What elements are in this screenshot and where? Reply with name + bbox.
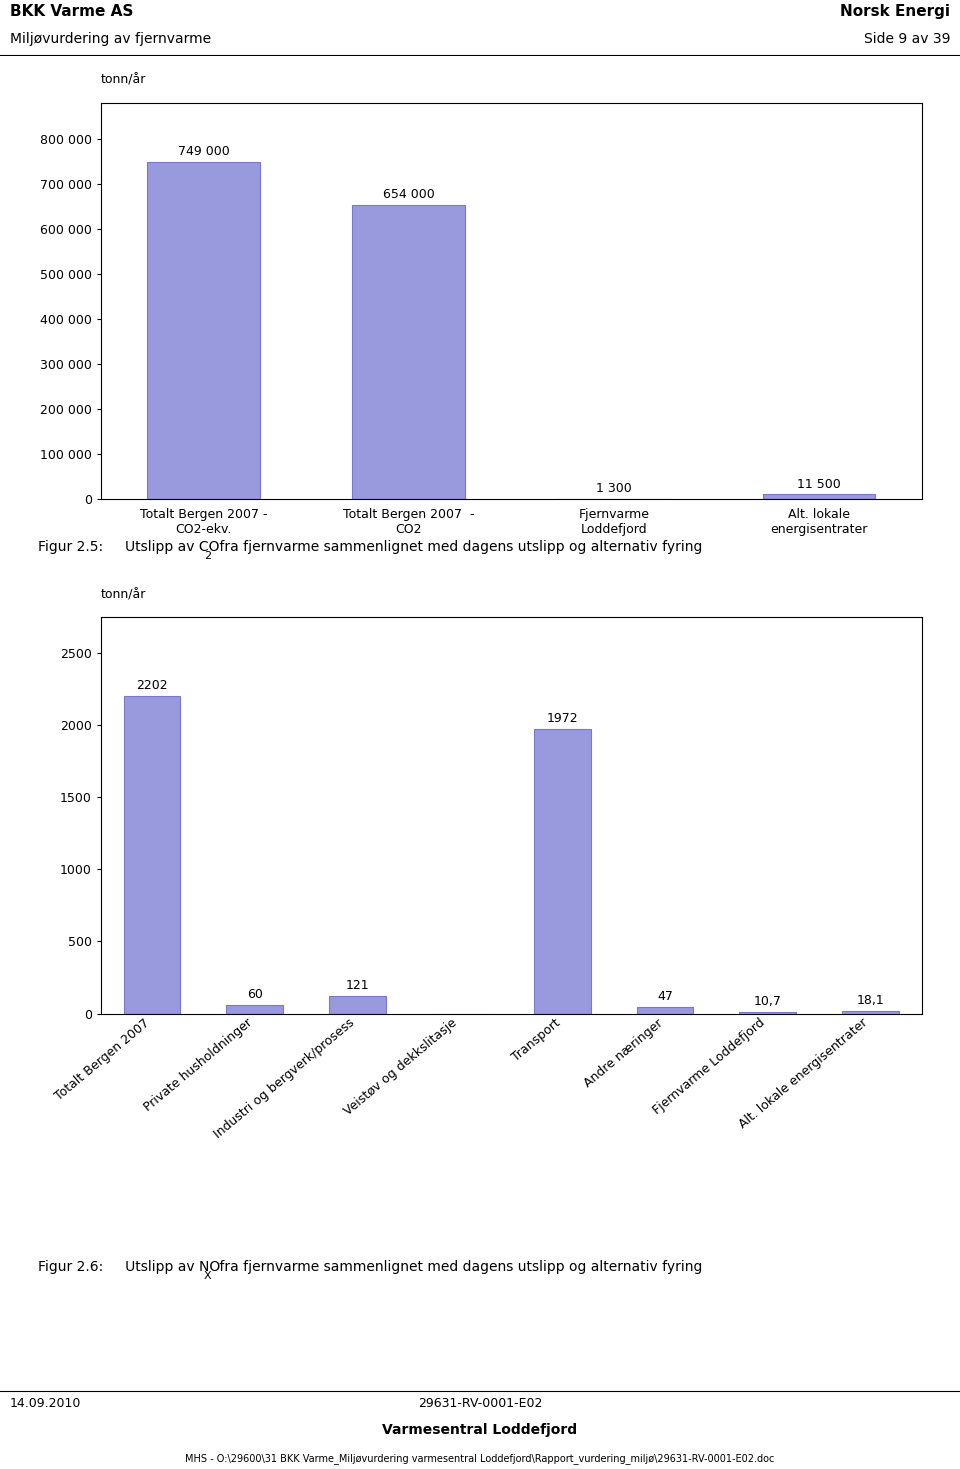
Text: 47: 47	[658, 990, 673, 1002]
Bar	[762, 494, 876, 499]
Text: BKK Varme AS: BKK Varme AS	[10, 4, 133, 19]
Text: tonn/år: tonn/år	[101, 73, 146, 87]
Text: 11 500: 11 500	[797, 477, 841, 491]
Text: 10,7: 10,7	[754, 995, 781, 1008]
Text: fra fjernvarme sammenlignet med dagens utslipp og alternativ fyring: fra fjernvarme sammenlignet med dagens u…	[215, 1260, 703, 1274]
Text: Figur 2.5:     Utslipp av CO: Figur 2.5: Utslipp av CO	[38, 541, 220, 554]
Bar	[535, 729, 590, 1014]
Text: Miljøvurdering av fjernvarme: Miljøvurdering av fjernvarme	[10, 32, 211, 47]
Text: 654 000: 654 000	[383, 188, 435, 201]
Bar	[124, 696, 180, 1014]
Text: 14.09.2010: 14.09.2010	[10, 1397, 81, 1410]
Bar	[636, 1006, 693, 1014]
Text: Varmesentral Loddefjord: Varmesentral Loddefjord	[382, 1423, 578, 1437]
Text: tonn/år: tonn/år	[101, 588, 146, 601]
Text: Side 9 av 39: Side 9 av 39	[864, 32, 950, 47]
Bar	[842, 1011, 899, 1014]
Text: 1 300: 1 300	[596, 482, 632, 495]
Text: X: X	[204, 1271, 211, 1281]
Text: Norsk Energi: Norsk Energi	[840, 4, 950, 19]
Bar	[227, 1005, 283, 1014]
Text: 749 000: 749 000	[178, 145, 229, 159]
Text: 1972: 1972	[546, 712, 578, 724]
Bar	[739, 1012, 796, 1014]
Text: MHS - O:\29600\31 BKK Varme_Miljøvurdering varmesentral Loddefjord\Rapport_vurde: MHS - O:\29600\31 BKK Varme_Miljøvurderi…	[185, 1453, 775, 1465]
Bar	[352, 204, 465, 499]
Text: 121: 121	[346, 978, 369, 992]
Bar	[147, 162, 260, 499]
Text: Figur 2.6:     Utslipp av NO: Figur 2.6: Utslipp av NO	[38, 1260, 221, 1274]
Text: 60: 60	[247, 987, 263, 1000]
Text: fra fjernvarme sammenlignet med dagens utslipp og alternativ fyring: fra fjernvarme sammenlignet med dagens u…	[215, 541, 703, 554]
Bar	[329, 996, 386, 1014]
Text: 2202: 2202	[136, 679, 168, 692]
Text: 2: 2	[204, 551, 211, 561]
Text: 18,1: 18,1	[856, 993, 884, 1006]
Text: 29631-RV-0001-E02: 29631-RV-0001-E02	[418, 1397, 542, 1410]
